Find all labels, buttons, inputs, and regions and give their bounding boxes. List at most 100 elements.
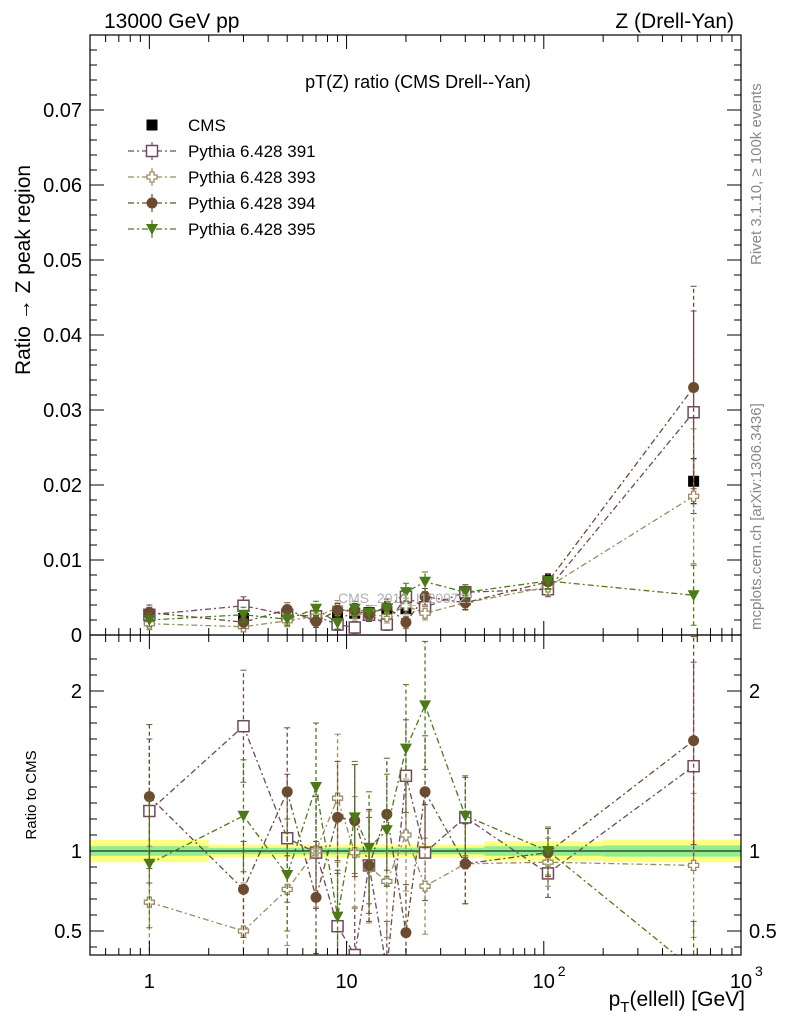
data-point (687, 590, 700, 602)
data-point (363, 607, 376, 619)
y-tick-label: 0.03 (43, 400, 82, 422)
y-tick-label: 2 (749, 681, 760, 703)
ratio-data-point (399, 743, 412, 755)
series-pythia-6-428-391 (143, 310, 700, 634)
data-point (419, 576, 432, 588)
ratio-plot-panel: 0.5 0.51 12 21 10 10 2 10 3 Ratio to CMS (23, 634, 777, 993)
data-point (419, 607, 431, 619)
x-tick-label: 10 (335, 971, 357, 993)
data-point (459, 587, 472, 599)
ratio-data-point (459, 858, 471, 870)
ratio-data-point (363, 842, 376, 854)
legend-marker (146, 119, 158, 131)
energy-label: 13000 GeV pp (104, 10, 239, 33)
ratio-series-pythia-6-428-395 (143, 640, 700, 975)
ratio-data-point (348, 948, 361, 955)
data-point (348, 603, 361, 615)
data-point (400, 616, 412, 628)
y-tick-label: 0.5 (749, 921, 777, 943)
y-tick-label: 1 (749, 841, 760, 863)
data-point (310, 603, 323, 615)
ratio-data-point (348, 812, 361, 824)
x-tick-label: 10 (533, 971, 555, 993)
data-point (419, 591, 431, 603)
ratio-data-point (400, 829, 412, 841)
main-y-axis-label: Ratio → Z peak region (12, 165, 35, 375)
ratio-data-point (688, 964, 700, 975)
ratio-data-point (237, 925, 250, 937)
ratio-series-pythia-6-428-394 (143, 636, 700, 955)
ratio-data-point (237, 719, 250, 733)
main-plot-area: 0 0.01 0.02 0.03 0.04 0.05 0.06 0.07 (43, 34, 742, 647)
ratio-data-point (332, 811, 344, 823)
legend-label: CMS (188, 116, 226, 135)
legend-label: Pythia 6.428 391 (188, 142, 316, 161)
ratio-data-point (380, 825, 393, 837)
y-tick-label: 0.01 (43, 550, 82, 572)
main-plot-panel: 0 0.01 0.02 0.03 0.04 0.05 0.06 0.07 CMS_2013_I… (12, 34, 742, 647)
legend-item: Pythia 6.428 395 (128, 220, 316, 239)
legend-marker (146, 224, 158, 235)
ratio-data-point (281, 786, 293, 798)
data-point (310, 616, 322, 627)
ratio-data-point (687, 859, 700, 872)
ratio-data-point (143, 858, 156, 870)
legend-item: CMS (146, 116, 226, 135)
legend-item: Pythia 6.428 393 (128, 168, 316, 187)
ratio-data-point (281, 883, 293, 896)
y-tick-label: 1 (71, 841, 82, 863)
data-point (281, 604, 293, 615)
analysis-watermark: CMS_2013_I1209721 (338, 590, 474, 606)
series-pythia-6-428-395 (143, 564, 700, 630)
legend-label: Pythia 6.428 394 (188, 194, 316, 213)
ratio-data-point (541, 846, 554, 857)
legend-marker (146, 197, 158, 209)
ratio-data-point (331, 911, 344, 923)
y-tick-label: 0.07 (43, 100, 82, 122)
legend-item: Pythia 6.428 394 (128, 194, 316, 213)
y-tick-label: 2 (71, 681, 82, 703)
y-tick-label: 0.04 (43, 325, 82, 347)
ratio-y-axis-label: Ratio to CMS (23, 750, 40, 839)
data-point (688, 382, 700, 393)
ratio-data-point (419, 880, 431, 892)
x-tick-label: 1 (144, 971, 155, 993)
legend: CMS Pythia 6.428 391 Pythia 6.428 393 Pythi… (128, 116, 316, 239)
ratio-content (90, 636, 741, 975)
data-point (237, 609, 250, 621)
process-label: Z (Drell-Yan) (615, 10, 734, 33)
data-point (143, 615, 156, 626)
y-tick-label: 0.5 (54, 921, 82, 943)
data-point (380, 603, 393, 615)
ratio-data-point (281, 870, 294, 881)
ratio-data-point (381, 964, 392, 975)
ratio-plot-area: 0.5 0.51 12 21 10 10 2 10 3 (54, 635, 777, 993)
legend-label: Pythia 6.428 395 (188, 220, 316, 239)
x-tick-label: 10 (730, 971, 752, 993)
data-point (348, 621, 361, 634)
legend-item: Pythia 6.428 391 (128, 142, 316, 161)
ratio-data-point (310, 782, 323, 793)
data-point (237, 599, 250, 612)
ratio-data-point (459, 810, 472, 822)
y-tick-label: 0.06 (43, 175, 82, 197)
ratio-data-point (688, 735, 700, 747)
ratio-data-point (419, 786, 431, 798)
data-point (332, 604, 344, 616)
plot-title: pT(Z) ratio (CMS Drell--Yan) (305, 72, 531, 92)
data-point (687, 490, 700, 502)
ratio-frame (89, 634, 742, 956)
y-tick-label: 0.05 (43, 250, 82, 272)
y-tick-label: 0 (71, 625, 82, 647)
rivet-version-label: Rivet 3.1.10, ≥ 100k events (748, 83, 765, 265)
ratio-data-point (143, 896, 156, 908)
ratio-data-point (331, 792, 344, 804)
ratio-data-point (237, 810, 250, 822)
x-tick-exponent: 2 (558, 963, 566, 979)
data-point (541, 576, 554, 587)
legend-label: Pythia 6.428 393 (188, 168, 316, 187)
ratio-data-point (400, 927, 412, 939)
data-point (331, 618, 344, 629)
data-point (400, 600, 412, 612)
